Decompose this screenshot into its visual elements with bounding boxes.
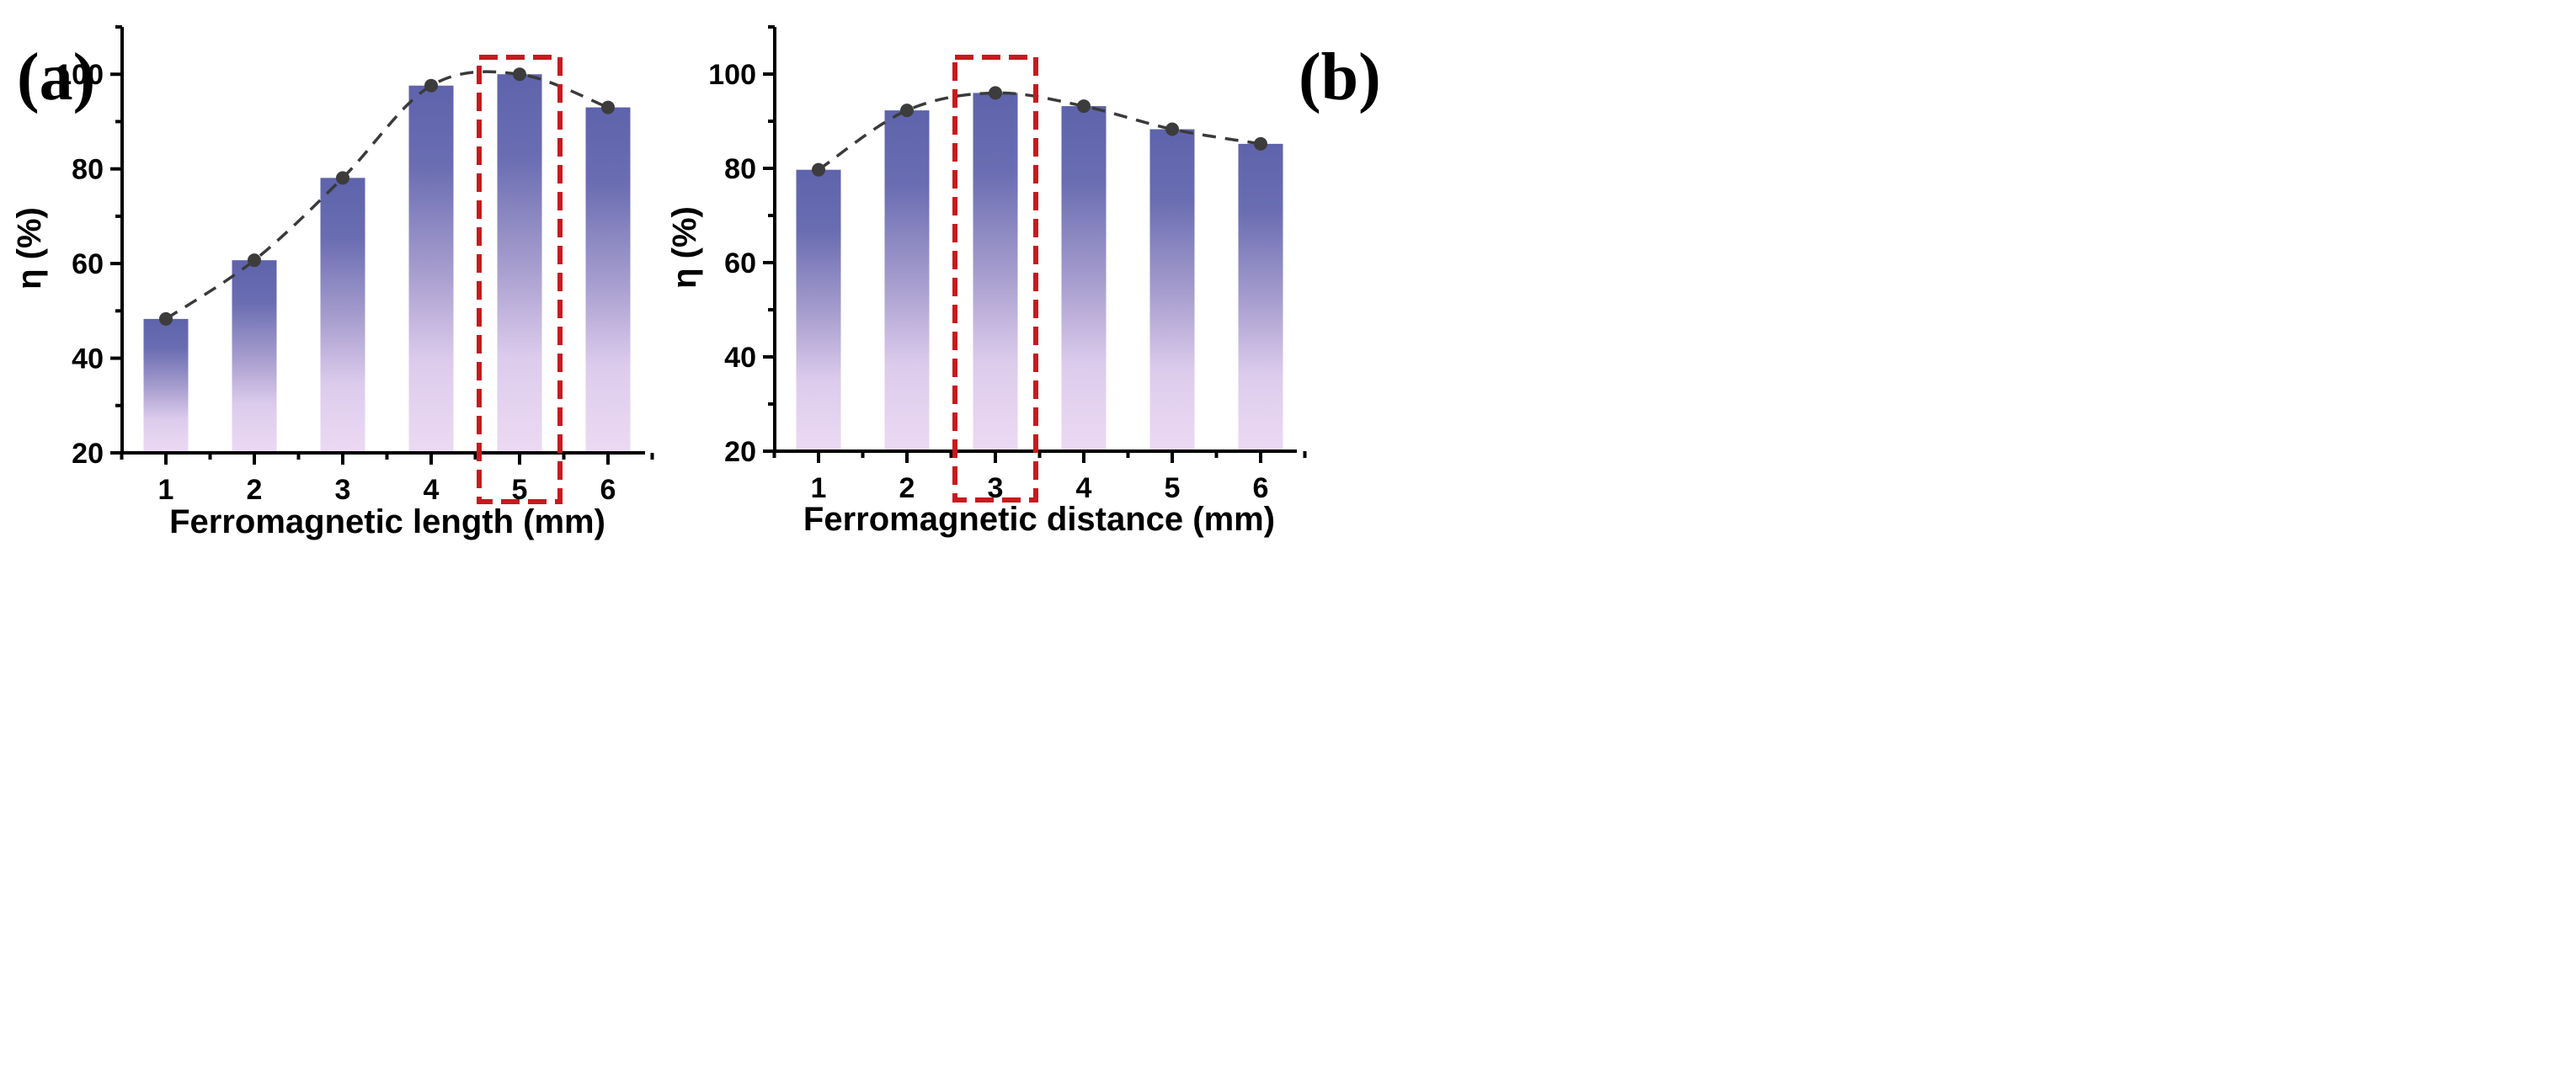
x-tick-label-a: 1 <box>158 474 174 506</box>
y-axis-title-a: η (%) <box>11 207 48 290</box>
markers-a <box>159 67 615 326</box>
panel-label-b: (b) <box>1299 40 1381 114</box>
y-tick-label-a: 20 <box>72 438 104 470</box>
bars-b <box>796 93 1283 452</box>
panel-b: (b) 20 40 60 80 100 1 2 3 4 5 6 η (%) Ferromagneti… <box>666 25 1381 538</box>
x-tick-label-b: 4 <box>1076 472 1092 504</box>
x-tick-label-b: 1 <box>811 472 827 504</box>
markers-b <box>812 86 1267 177</box>
panel-a: (a) 20 40 60 80 100 1 2 3 4 5 6 η (%) Ferromagneti… <box>11 25 654 540</box>
x-tick-label-a: 3 <box>335 474 351 506</box>
x-tick-label-b: 5 <box>1165 472 1181 504</box>
y-tick-label-a: 80 <box>72 154 104 186</box>
y-tick-label-a: 40 <box>72 343 104 375</box>
marker-a-3 <box>336 171 349 185</box>
marker-b-1 <box>812 162 825 177</box>
y-tick-label-a: 60 <box>72 248 104 280</box>
bar-b-5 <box>1149 129 1195 451</box>
x-tick-label-a: 5 <box>512 474 528 506</box>
x-axis-title-a: Ferromagnetic length (mm) <box>169 503 605 540</box>
bar-a-5 <box>497 74 542 453</box>
bar-b-2 <box>884 110 930 451</box>
highlight-box-b <box>952 55 1038 503</box>
marker-b-4 <box>1077 99 1091 114</box>
highlight-box-a <box>477 55 563 504</box>
marker-a-4 <box>424 78 438 93</box>
bar-b-6 <box>1238 143 1283 451</box>
x-tick-label-a: 2 <box>247 474 263 506</box>
bar-a-2 <box>232 260 277 453</box>
y-tick-label-b: 80 <box>724 153 756 185</box>
bar-a-1 <box>143 318 189 453</box>
y-tick-label-b: 100 <box>708 59 756 91</box>
y-axis-title-b: η (%) <box>666 206 703 289</box>
y-tick-label-a: 100 <box>56 59 104 91</box>
bar-a-4 <box>408 85 454 454</box>
marker-a-5 <box>513 67 526 82</box>
x-tick-label-b: 6 <box>1253 472 1269 504</box>
bar-a-3 <box>320 178 365 454</box>
x-tick-label-b: 2 <box>899 472 915 504</box>
marker-b-3 <box>989 86 1002 100</box>
x-tick-label-a: 6 <box>600 474 616 506</box>
y-tick-label-b: 40 <box>724 342 756 374</box>
x-axis-title-b: Ferromagnetic distance (mm) <box>803 501 1275 538</box>
bar-a-6 <box>585 107 631 454</box>
marker-b-2 <box>900 104 914 118</box>
bar-b-1 <box>796 169 841 451</box>
panel-label-a: (a) <box>17 40 95 114</box>
marker-a-6 <box>601 100 615 114</box>
marker-b-5 <box>1165 122 1179 136</box>
y-tick-label-b: 60 <box>724 247 756 279</box>
marker-a-2 <box>248 253 261 268</box>
axes-b: 20 40 60 80 100 1 2 3 4 5 6 <box>708 25 1307 504</box>
x-tick-label-a: 4 <box>424 474 440 506</box>
trend-line-a <box>165 70 609 321</box>
y-tick-label-b: 20 <box>724 436 756 468</box>
bars-a <box>143 74 631 454</box>
x-tick-label-b: 3 <box>988 472 1004 504</box>
marker-b-6 <box>1254 136 1267 151</box>
bar-b-4 <box>1061 106 1107 451</box>
bar-b-3 <box>973 93 1018 452</box>
marker-a-1 <box>159 311 173 326</box>
